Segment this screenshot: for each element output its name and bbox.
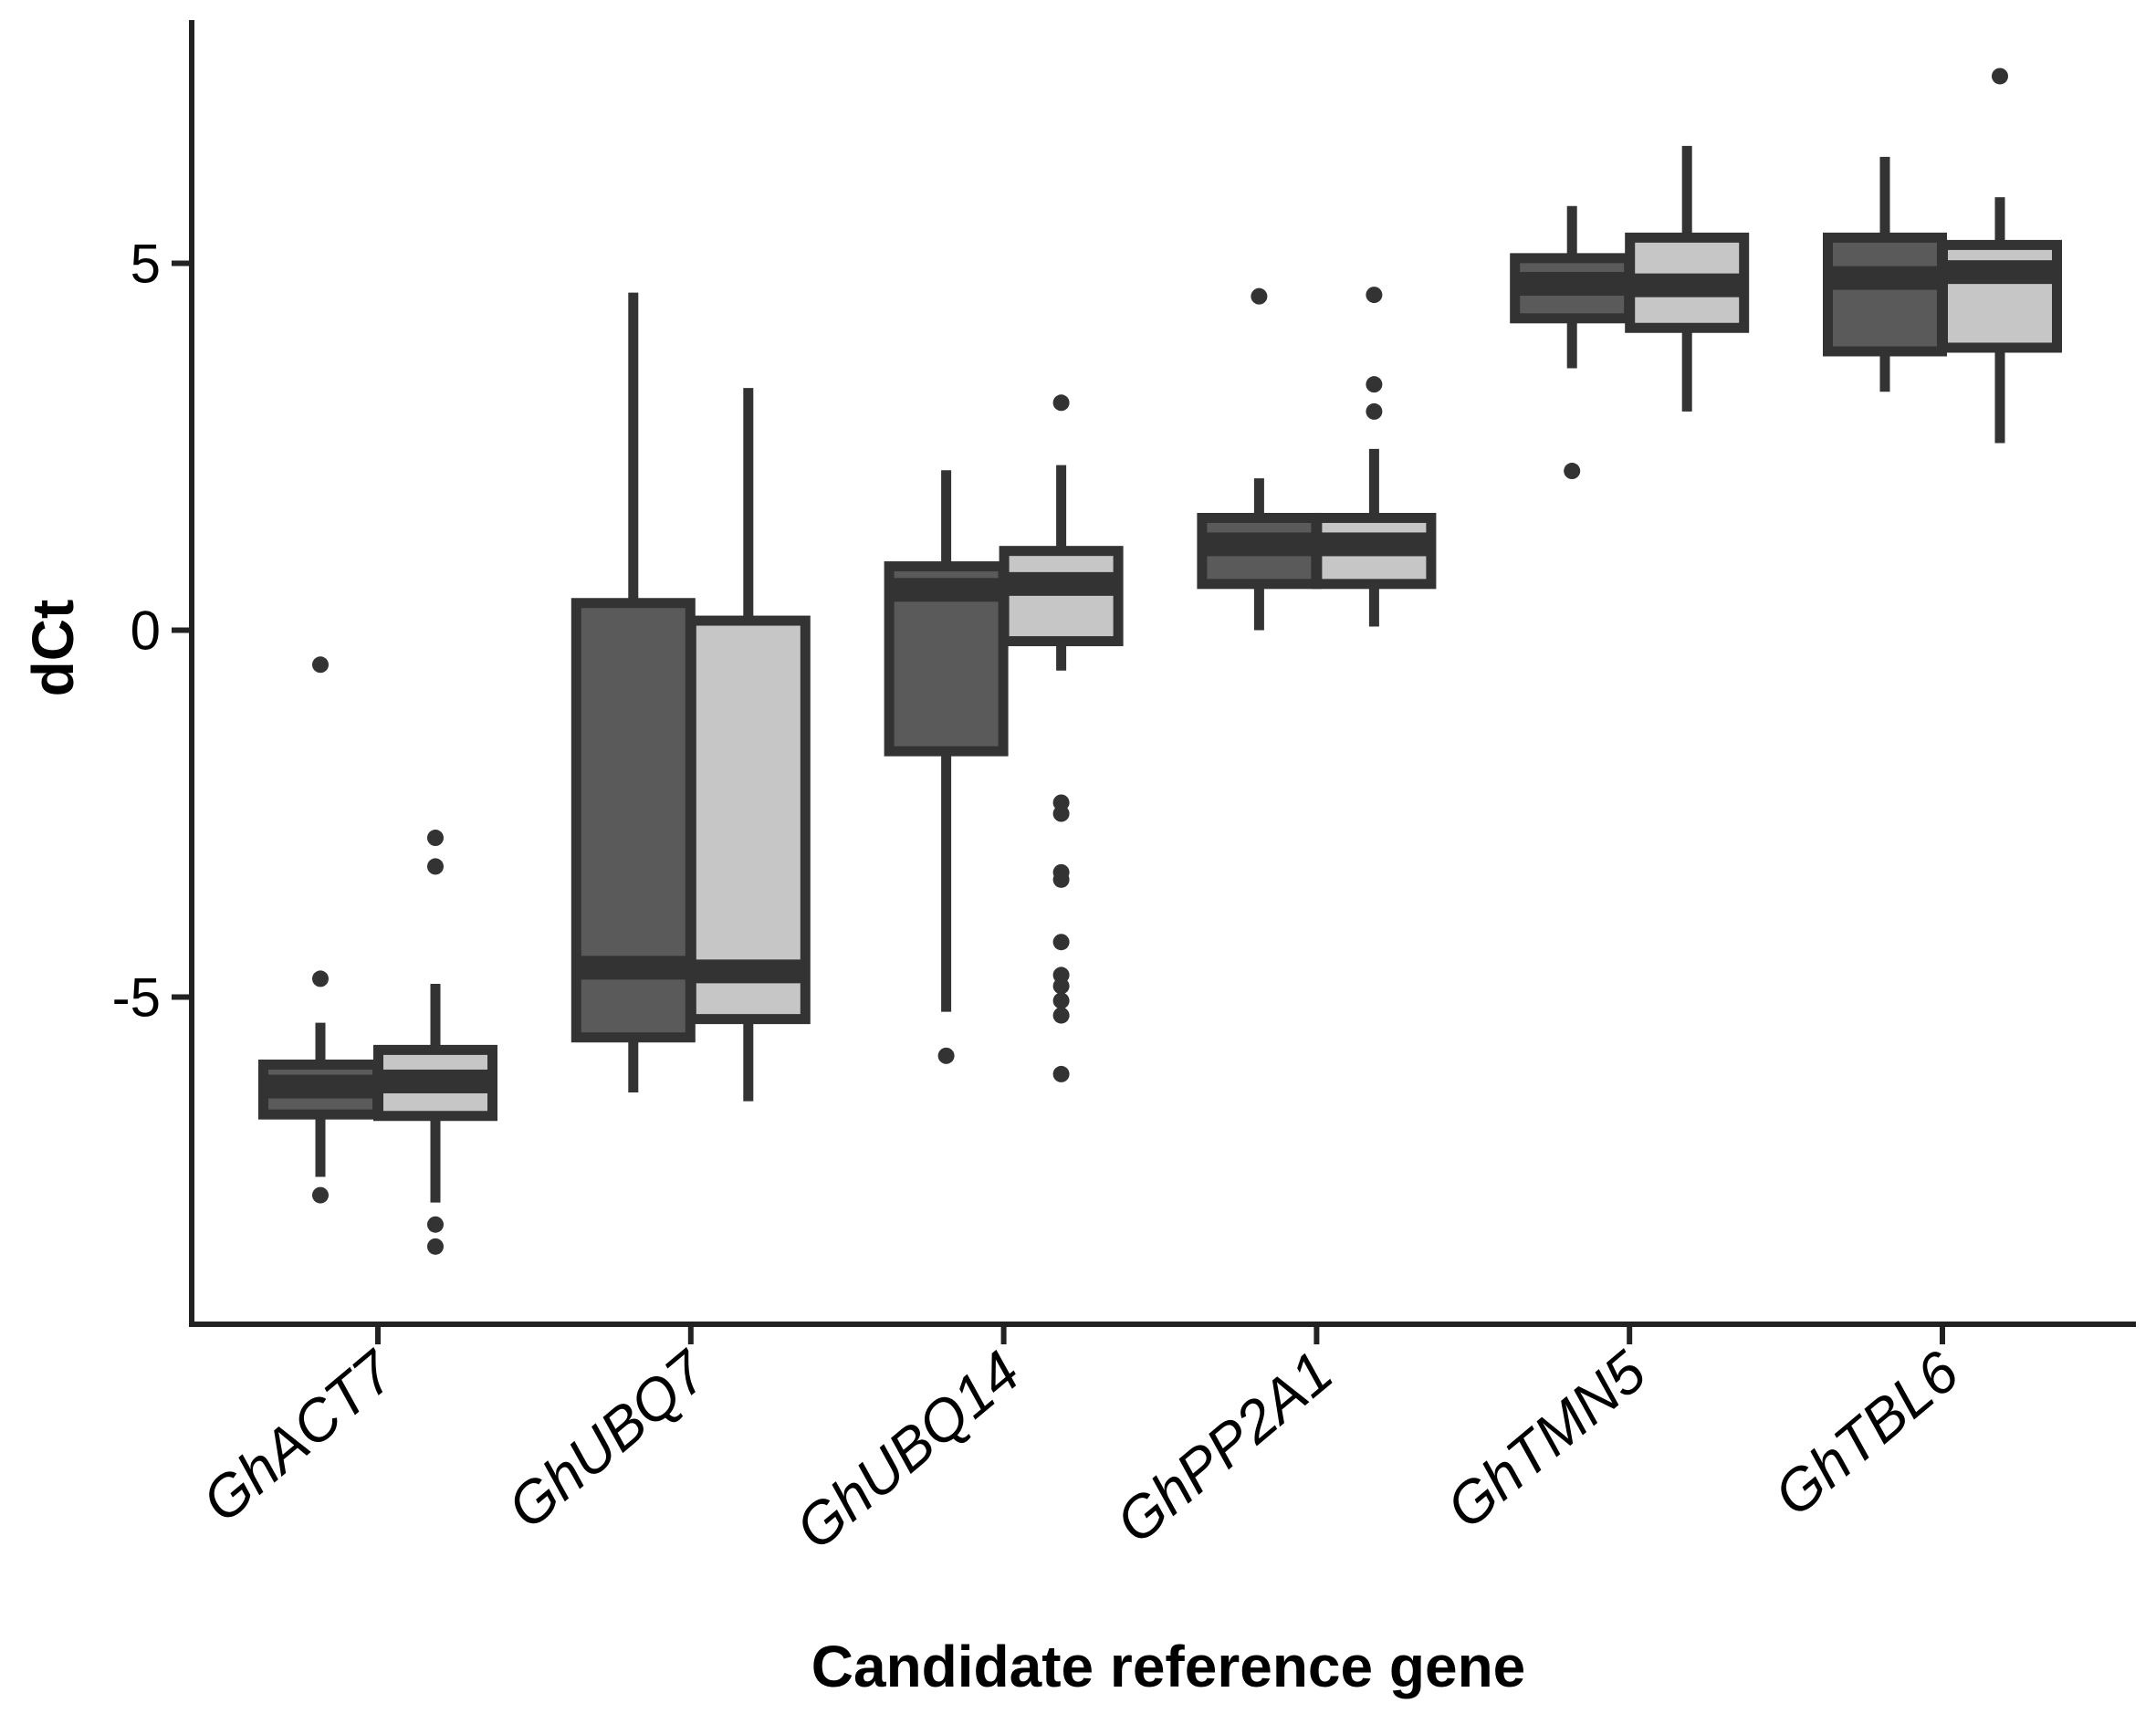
outlier-point [937, 1047, 955, 1064]
x-tick-label: GhACT7 [190, 1337, 408, 1535]
median-line [889, 578, 1004, 602]
plot-marks [258, 68, 2062, 1255]
y-tick-label: 0 [131, 601, 161, 662]
box [686, 615, 811, 1025]
median-line [1514, 272, 1629, 297]
box-group [1510, 205, 1635, 480]
outlier-point [1052, 934, 1070, 951]
box-group [1938, 68, 2062, 444]
median-line [378, 1069, 493, 1093]
box-group [258, 656, 382, 1204]
outlier-point [1052, 992, 1070, 1009]
outlier-point [312, 656, 329, 674]
outlier-point [1366, 376, 1383, 393]
x-axis-ticks: GhACT7 GhUBQ7 GhUBQ14 GhPP2A1 GhTMN5 GhTBL6 [190, 1324, 1971, 1562]
median-line [1316, 532, 1431, 557]
box-group [686, 388, 811, 1102]
outlier-point [1052, 871, 1070, 888]
box-group [999, 394, 1124, 1082]
outlier-point [312, 970, 329, 987]
outlier-point [1052, 1007, 1070, 1024]
y-tick-label: 5 [131, 234, 161, 295]
median-line [691, 959, 806, 984]
box-group [1312, 287, 1437, 627]
box [1823, 232, 1947, 357]
box-group [1823, 156, 1947, 392]
outlier-point [427, 1238, 444, 1255]
median-line [1004, 571, 1119, 596]
x-axis-title: Candidate reference gene [811, 1634, 1526, 1699]
outlier-point [1564, 463, 1581, 480]
box-group [1197, 287, 1322, 631]
median-line [1201, 532, 1316, 557]
median-line [576, 956, 691, 980]
outlier-point [1251, 287, 1268, 305]
outlier-point [1366, 287, 1383, 304]
box-group [884, 470, 1009, 1064]
outlier-point [427, 858, 444, 875]
box-group [570, 292, 696, 1093]
outlier-point [312, 1186, 329, 1204]
box-group [1625, 145, 1750, 412]
median-line [1827, 266, 1942, 290]
outlier-point [1366, 402, 1383, 420]
y-axis-title: dCt [20, 600, 86, 697]
x-tick-label: GhTBL6 [1762, 1338, 1971, 1529]
outlier-point [1992, 68, 2008, 85]
outlier-point [1052, 805, 1070, 822]
outlier-point [1052, 1065, 1070, 1082]
box-group [373, 830, 497, 1255]
median-line [263, 1074, 378, 1099]
y-axis-ticks: 5 0 -5 [112, 234, 192, 1029]
y-tick-label: -5 [112, 967, 161, 1029]
box [999, 546, 1124, 647]
median-line [1629, 273, 1744, 298]
x-tick-label: GhUBQ7 [496, 1337, 721, 1541]
outlier-point [427, 1216, 444, 1233]
x-tick-label: GhTMN5 [1434, 1338, 1658, 1541]
outlier-point [427, 830, 444, 847]
outlier-point [1052, 977, 1070, 995]
x-tick-label: GhPP2A1 [1104, 1339, 1345, 1556]
outlier-point [1052, 394, 1070, 412]
x-tick-label: GhUBQ14 [783, 1339, 1031, 1562]
median-line [1942, 260, 2057, 285]
